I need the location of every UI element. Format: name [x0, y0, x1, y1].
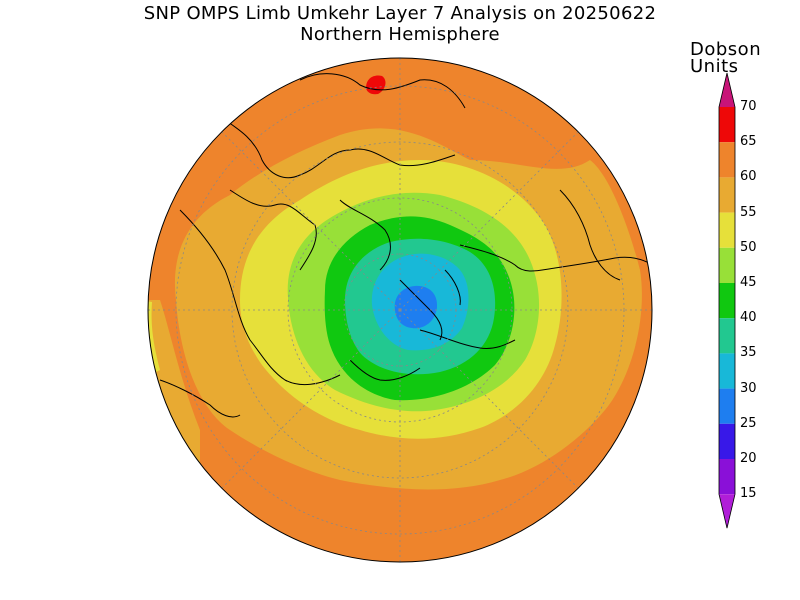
colorbar-tick-30: 30 — [740, 380, 757, 396]
colorbar-outline — [718, 72, 736, 529]
colorbar-tick-35: 35 — [740, 345, 757, 361]
colorbar-tick-15: 15 — [740, 486, 757, 502]
colorbar-swatch-60-65 — [719, 142, 735, 178]
colorbar — [718, 72, 736, 529]
colorbar-swatch-20-25 — [719, 423, 735, 459]
colorbar-swatch-35-40 — [719, 318, 735, 354]
colorbar-swatch-50-55 — [719, 212, 735, 248]
colorbar-tick-40: 40 — [740, 310, 757, 326]
graticule — [148, 58, 652, 562]
colorbar-swatch-25-30 — [719, 388, 735, 424]
units-line-2: Units — [690, 56, 739, 77]
colorbar-over-triangle — [719, 73, 735, 107]
units-line-1: Dobson — [690, 39, 762, 60]
colorbar-tick-55: 55 — [740, 204, 757, 220]
colorbar-swatch-40-45 — [719, 283, 735, 319]
colorbar-swatch-15-20 — [719, 459, 735, 495]
colorbar-tick-45: 45 — [740, 275, 757, 290]
colorbar-swatch-65-70 — [719, 107, 735, 143]
colorbar-tick-60: 60 — [740, 169, 757, 185]
map-title: SNP OMPS Limb Umkehr Layer 7 Analysis on… — [143, 3, 657, 24]
colorbar-tick-20: 20 — [740, 451, 757, 466]
colorbar-tick-65: 65 — [740, 134, 757, 150]
ozone-field — [148, 58, 652, 562]
colorbar-tick-25: 25 — [740, 415, 757, 431]
contour-25-30 — [394, 285, 438, 329]
colorbar-swatch-45-50 — [719, 247, 735, 283]
colorbar-under-triangle — [719, 494, 735, 529]
colorbar-swatch-55-60 — [719, 177, 735, 213]
colorbar-tick-70: 70 — [740, 99, 757, 114]
colorbar-swatch-30-35 — [719, 353, 735, 389]
colorbar-tick-50: 50 — [740, 239, 757, 255]
map-boundary — [147, 57, 653, 563]
colorbar-units: Dobson Units — [690, 39, 762, 77]
map-subtitle: Northern Hemisphere — [300, 24, 500, 45]
